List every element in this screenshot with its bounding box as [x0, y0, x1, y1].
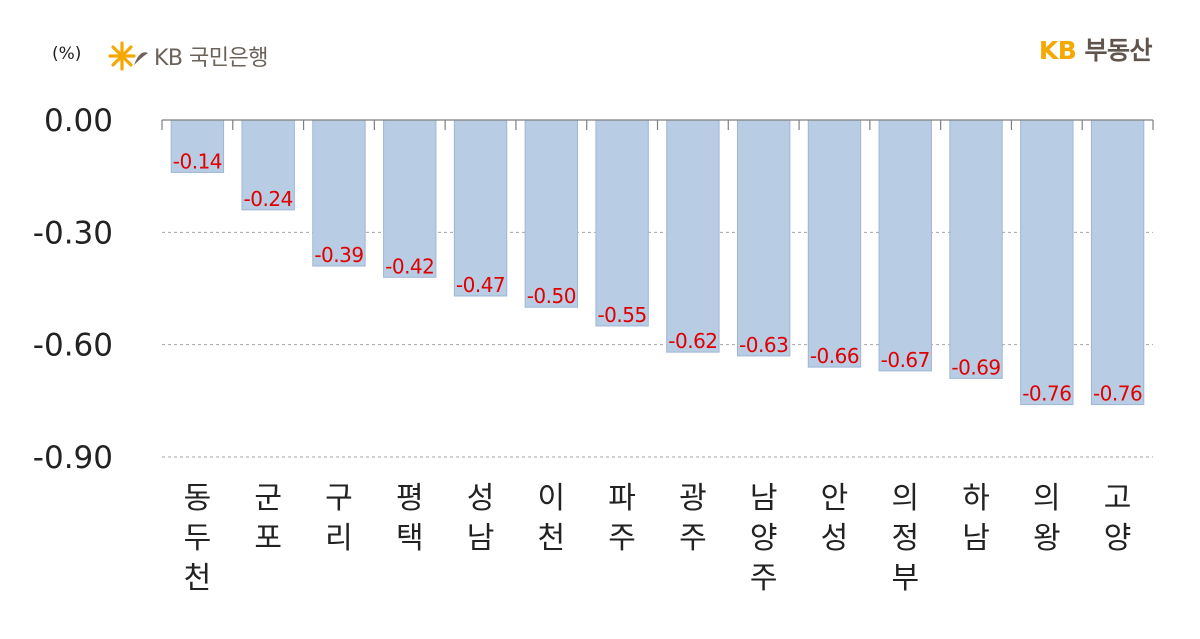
bar	[807, 119, 862, 368]
y-tick-label: 0.00	[44, 103, 113, 139]
bar	[170, 119, 225, 173]
data-label: -0.50	[527, 284, 576, 308]
bar	[383, 119, 437, 278]
data-label: -0.66	[810, 344, 859, 368]
data-label: -0.76	[1093, 382, 1142, 406]
y-tick-label: -0.30	[33, 215, 113, 251]
kb-bank-logo: KB 국민은행	[108, 36, 268, 76]
bar	[1020, 119, 1074, 406]
data-label: -0.24	[244, 187, 293, 211]
bank-logo-text: KB 국민은행	[154, 46, 268, 71]
data-label: -0.69	[951, 355, 1000, 379]
brand-logo: KB 부동산	[1038, 31, 1153, 67]
bar	[595, 119, 649, 327]
unit-label: (%)	[52, 44, 82, 64]
y-tick-label: -0.60	[33, 328, 113, 364]
data-label: -0.55	[597, 303, 646, 327]
y-tick-label: -0.90	[33, 440, 113, 476]
data-label: -0.39	[314, 243, 363, 267]
data-label: -0.47	[456, 273, 505, 297]
data-label: -0.42	[385, 254, 434, 278]
kb-star-icon	[108, 41, 148, 71]
bar	[666, 119, 720, 353]
data-label: -0.62	[668, 329, 717, 353]
bar	[878, 119, 932, 372]
bar	[736, 119, 791, 357]
bar	[949, 119, 1003, 379]
brand-kb: KB	[1038, 36, 1077, 65]
data-label: -0.63	[739, 333, 788, 357]
data-label: -0.76	[1022, 382, 1071, 406]
bar	[312, 119, 366, 267]
bar	[241, 119, 295, 211]
data-label: -0.14	[173, 149, 222, 173]
bar	[1090, 119, 1145, 406]
data-label: -0.67	[881, 348, 930, 372]
bar	[524, 119, 579, 308]
bar	[453, 119, 508, 297]
brand-name: 부동산	[1084, 36, 1152, 65]
